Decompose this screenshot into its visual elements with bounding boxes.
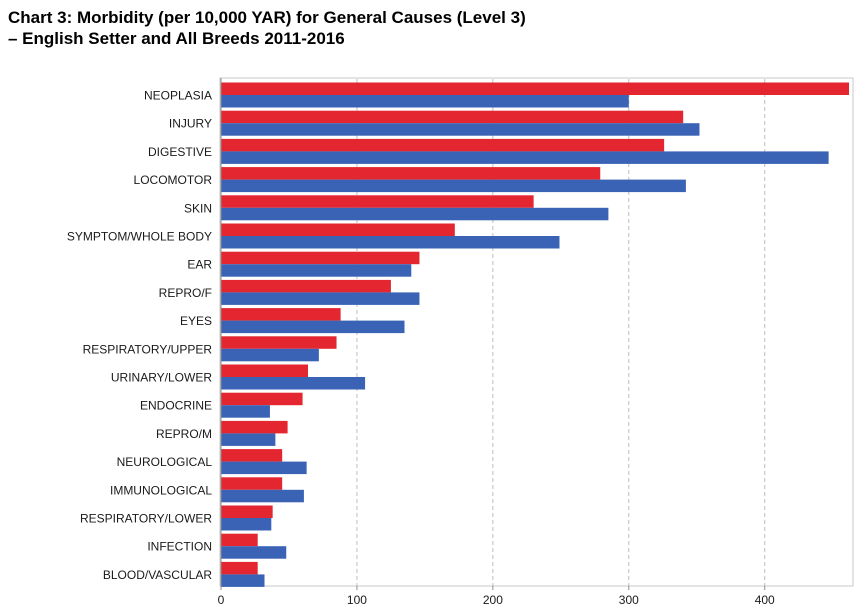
chart-title-line-2: – English Setter and All Breeds 2011-201… [8, 29, 345, 48]
bar-english-setter-immunological [221, 477, 283, 490]
category-label: RESPIRATORY/LOWER [80, 512, 212, 526]
category-label: SYMPTOM/WHOLE BODY [67, 230, 212, 244]
bar-all-breeds-symptom-whole-body [221, 236, 560, 249]
bar-english-setter-eyes [221, 308, 341, 321]
category-label: INFECTION [147, 540, 212, 554]
bar-english-setter-infection [221, 533, 258, 547]
bar-english-setter-locomotor [221, 167, 601, 180]
bar-english-setter-digestive [221, 138, 665, 152]
category-label: REPRO/M [156, 427, 212, 441]
x-tick-label: 400 [755, 593, 775, 607]
x-tick-label: 200 [483, 593, 503, 607]
bar-all-breeds-repro-m [221, 433, 276, 446]
bar-all-breeds-endocrine [221, 405, 270, 418]
category-labels: NEOPLASIA INJURY DIGESTIVE LOCOMOTOR SKIN SYM… [67, 89, 212, 582]
x-tick-label: 300 [619, 593, 639, 607]
bar-english-setter-endocrine [221, 392, 303, 406]
category-label: URINARY/LOWER [111, 371, 212, 385]
category-label: NEUROLOGICAL [117, 455, 213, 469]
bars [221, 82, 849, 587]
bar-all-breeds-ear [221, 264, 412, 277]
category-label: SKIN [184, 201, 212, 215]
x-tick-label: 100 [347, 593, 367, 607]
bar-english-setter-neurological [221, 449, 283, 462]
category-label: ENDOCRINE [140, 399, 212, 413]
bar-english-setter-ear [221, 251, 420, 265]
category-label: LOCOMOTOR [134, 173, 213, 187]
bar-all-breeds-skin [221, 207, 609, 221]
bar-all-breeds-immunological [221, 489, 304, 503]
category-label: REPRO/F [159, 286, 212, 300]
bar-all-breeds-repro-f [221, 292, 420, 305]
chart-title: Chart 3: Morbidity (per 10,000 YAR) for … [8, 7, 526, 49]
bar-all-breeds-locomotor [221, 179, 686, 193]
bar-english-setter-respiratory-upper [221, 336, 337, 349]
category-label: EYES [180, 314, 212, 328]
category-label: BLOOD/VASCULAR [103, 568, 212, 582]
bar-all-breeds-neurological [221, 461, 307, 475]
category-label: RESPIRATORY/UPPER [83, 342, 213, 356]
bar-english-setter-symptom-whole-body [221, 223, 455, 236]
bar-english-setter-neoplasia [221, 82, 849, 95]
bar-english-setter-injury [221, 110, 684, 124]
bar-all-breeds-digestive [221, 151, 829, 164]
x-tick-label: 0 [218, 593, 225, 607]
category-label: EAR [187, 258, 212, 272]
bar-all-breeds-eyes [221, 320, 405, 334]
category-label: DIGESTIVE [148, 145, 212, 159]
bar-all-breeds-injury [221, 123, 700, 136]
bar-all-breeds-neoplasia [221, 95, 629, 108]
bar-english-setter-urinary-lower [221, 364, 308, 377]
bar-all-breeds-respiratory-upper [221, 348, 319, 362]
category-label: INJURY [169, 117, 212, 131]
bar-all-breeds-respiratory-lower [221, 518, 272, 531]
bar-english-setter-repro-f [221, 279, 391, 293]
bar-all-breeds-infection [221, 546, 287, 559]
bar-english-setter-blood-vascular [221, 561, 258, 575]
bar-english-setter-skin [221, 195, 534, 208]
category-label: IMMUNOLOGICAL [110, 483, 212, 497]
bar-all-breeds-urinary-lower [221, 377, 366, 390]
x-axis: 0 100 200 300 400 [218, 78, 775, 607]
bar-english-setter-repro-m [221, 420, 288, 434]
bar-english-setter-respiratory-lower [221, 505, 273, 518]
bar-all-breeds-blood-vascular [221, 574, 265, 587]
chart-title-line-1: Chart 3: Morbidity (per 10,000 YAR) for … [8, 8, 526, 27]
category-label: NEOPLASIA [144, 89, 212, 103]
